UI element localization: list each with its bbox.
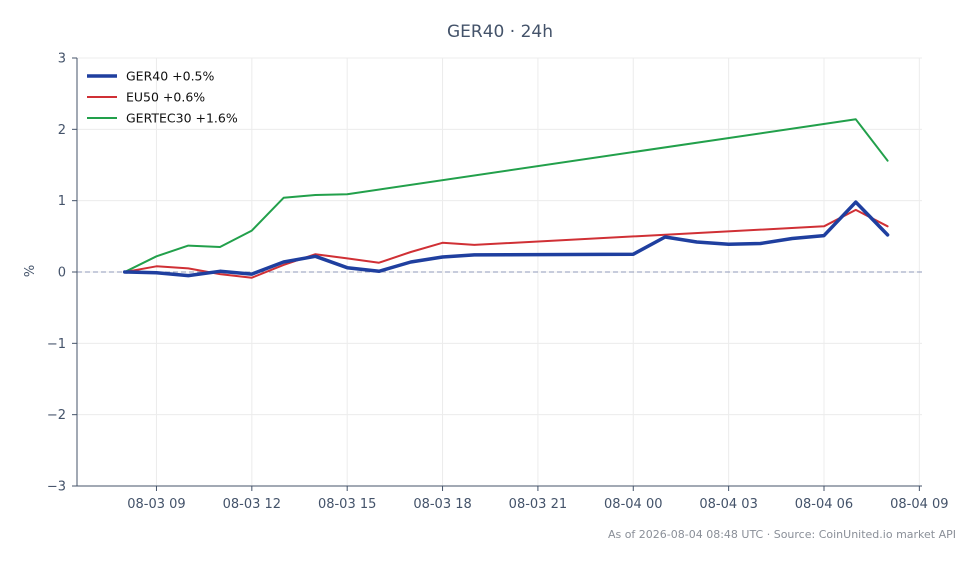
y-tick-label: 1 [58,194,66,209]
series-line-0 [122,200,890,278]
x-tick-label: 08-04 06 [795,497,853,512]
x-tick-label: 08-03 18 [413,497,471,512]
legend-label: EU50 +0.6% [126,90,205,105]
x-tick-label: 08-04 09 [890,497,948,512]
chart-title: GER40 · 24h [447,22,553,42]
x-tick-label: 08-03 12 [223,497,281,512]
series-lines [122,118,890,279]
y-tick-label: 3 [58,52,66,67]
y-tick-label: −1 [47,337,66,352]
y-axis-label: % [23,265,38,277]
y-tick-label: 0 [58,266,66,281]
source-footer: As of 2026-08-04 08:48 UTC · Source: Coi… [608,528,956,541]
x-tick-label: 08-04 03 [699,497,757,512]
y-axis: 3 2 1 0 −1 −2 −3 [47,52,77,495]
y-tick-label: −2 [47,408,66,423]
x-tick-label: 08-03 15 [318,497,376,512]
x-axis: 08-03 09 08-03 12 08-03 15 08-03 18 08-03 21… [127,486,949,512]
legend: GER40 +0.5% EU50 +0.6% GERTEC30 +1.6% [87,69,238,126]
y-tick-label: −3 [47,480,66,495]
series-line-2 [123,118,889,273]
series-line-1 [123,208,889,279]
x-tick-label: 08-03 21 [509,497,567,512]
legend-label: GER40 +0.5% [126,69,215,84]
x-tick-label: 08-03 09 [127,497,185,512]
legend-label: GERTEC30 +1.6% [126,111,238,126]
x-tick-label: 08-04 00 [604,497,662,512]
y-tick-label: 2 [58,123,66,138]
